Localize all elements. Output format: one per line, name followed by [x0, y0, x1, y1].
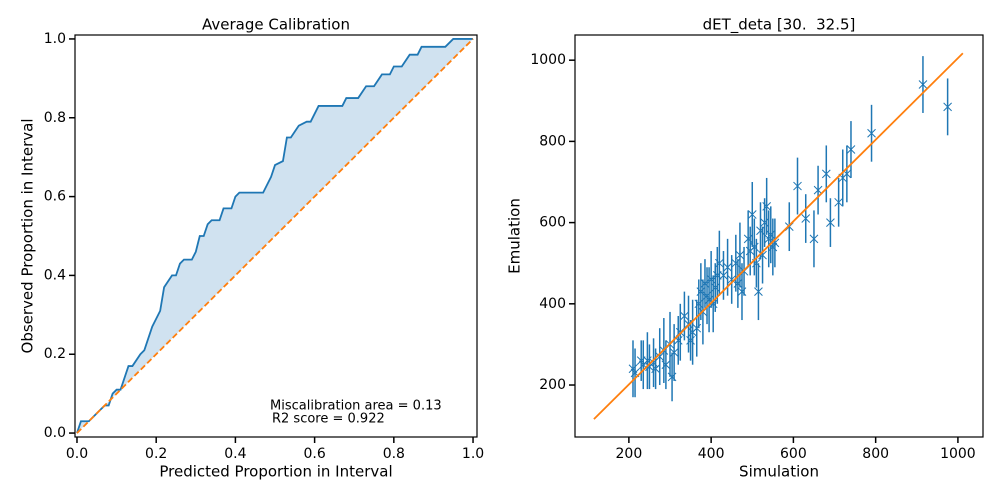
x-tick-label: 600 — [780, 446, 807, 462]
point — [719, 271, 728, 280]
line — [593, 52, 964, 420]
point — [762, 202, 772, 211]
point — [846, 145, 856, 154]
y-axis-label: Observed Proportion in Interval — [19, 119, 37, 354]
x-tick-label: 0.6 — [303, 446, 325, 462]
x-axis-label: Predicted Proportion in Interval — [159, 463, 392, 481]
point — [943, 102, 952, 112]
chart-title: dET_deta [30. 32.5] — [703, 16, 856, 35]
point — [715, 258, 724, 268]
line — [76, 38, 474, 434]
x-tick-label: 0.2 — [145, 446, 167, 462]
x-tick-label: 0.0 — [66, 446, 88, 462]
subplot: 200 400 600 800 1000 200 400 600 800 1000 dET_deta… — [506, 16, 984, 481]
annotation: R2 score = 0.922 — [272, 412, 385, 427]
y-tick-label: 0.4 — [44, 267, 66, 283]
point — [747, 210, 757, 219]
axes-frame — [574, 34, 984, 438]
x-tick-label: 400 — [698, 446, 725, 462]
point — [809, 234, 819, 244]
annotation: Miscalibration area = 0.13 — [270, 399, 442, 414]
x-tick-label: 200 — [616, 446, 643, 462]
line — [76, 38, 474, 434]
x-tick-label: 1.0 — [462, 446, 484, 462]
y-tick-label: 0.8 — [44, 110, 66, 126]
point — [727, 275, 737, 284]
point — [735, 250, 745, 260]
point — [661, 360, 671, 370]
y-axis-label: Emulation — [506, 198, 524, 274]
point — [754, 287, 763, 296]
y-tick-label: 1.0 — [44, 31, 66, 47]
x-tick-label: 800 — [862, 446, 889, 462]
point — [813, 185, 823, 195]
point — [669, 348, 679, 357]
y-tick-label: 200 — [539, 377, 566, 393]
axes-frame — [74, 34, 478, 438]
point — [867, 128, 876, 138]
point — [918, 80, 928, 89]
y-tick-label: 800 — [539, 133, 566, 149]
plot-area — [593, 52, 964, 420]
y-tick-label: 0.6 — [44, 189, 66, 205]
x-axis-label: Simulation — [739, 463, 819, 481]
y-tick-label: 400 — [539, 296, 566, 312]
point — [834, 197, 843, 207]
point — [651, 364, 660, 374]
plot-area — [76, 38, 474, 434]
point — [655, 352, 665, 361]
point — [821, 169, 831, 179]
point — [723, 262, 732, 272]
y-tick-label: 0.0 — [44, 425, 66, 441]
x-tick-label: 0.8 — [383, 446, 405, 462]
chart-title: Average Calibration — [202, 16, 350, 34]
y-tick-label: 600 — [539, 215, 566, 231]
x-tick-label: 0.4 — [224, 446, 246, 462]
point — [793, 181, 802, 191]
subplot: 0.0 0.2 0.4 0.6 0.8 1.0 0.0 0.2 0.4 0.6 0.8 1.0 Aver… — [19, 16, 485, 481]
point — [758, 250, 767, 260]
y-tick-label: 0.2 — [44, 346, 66, 362]
point — [680, 311, 689, 321]
y-tick-label: 1000 — [530, 52, 566, 68]
point — [770, 238, 780, 248]
point — [826, 218, 835, 227]
x-tick-label: 1000 — [940, 446, 976, 462]
point — [801, 214, 811, 223]
